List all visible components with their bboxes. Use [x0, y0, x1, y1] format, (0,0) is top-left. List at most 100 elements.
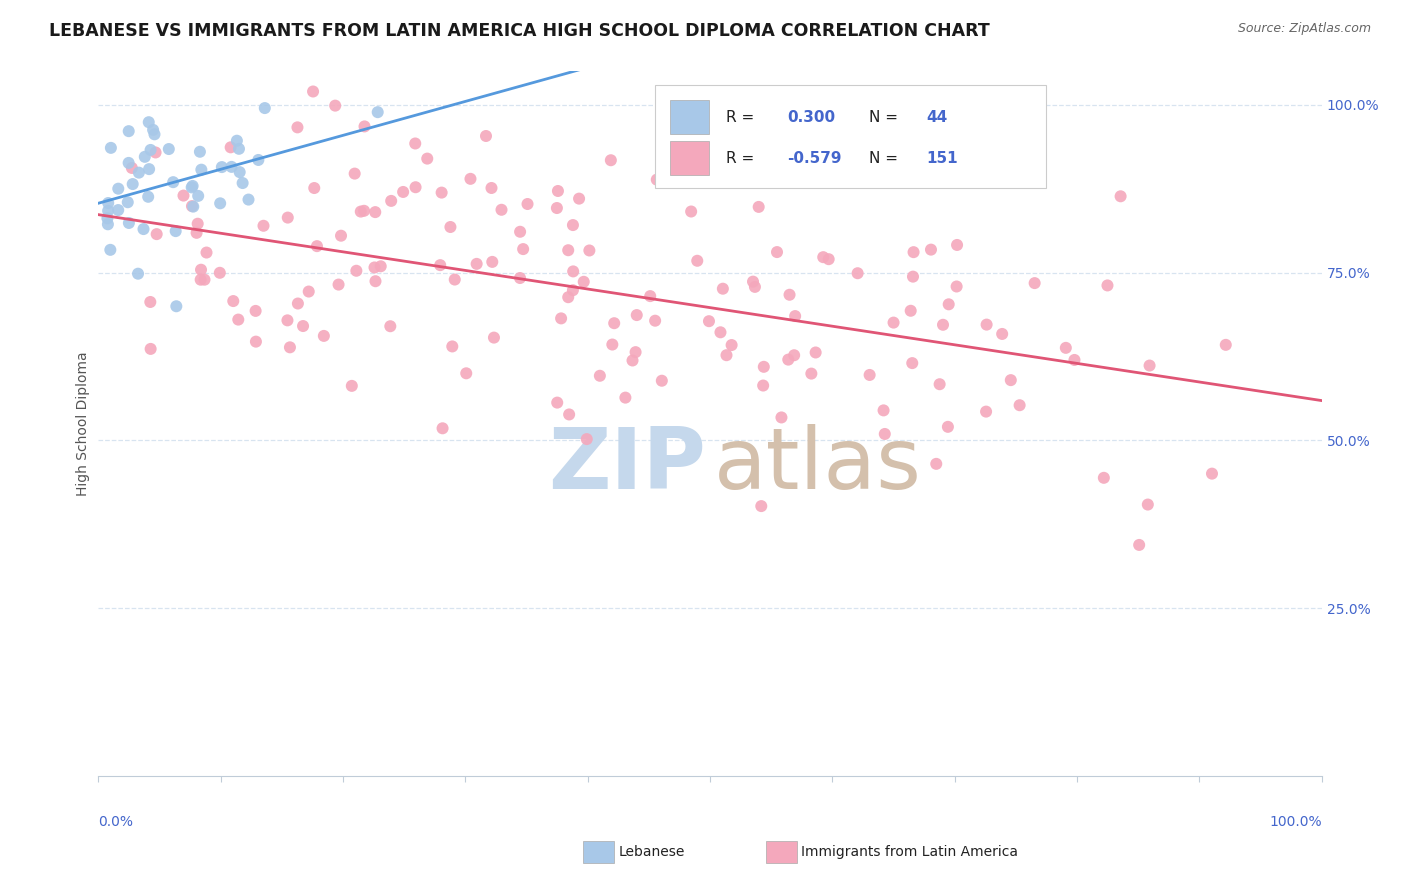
Point: [208, 266, 231, 280]
Point: [481, 181, 503, 195]
Y-axis label: High School Diploma: High School Diploma: [76, 351, 90, 496]
Point: [121, 161, 143, 175]
Text: 151: 151: [927, 151, 957, 166]
Point: [752, 359, 775, 374]
Point: [817, 252, 839, 267]
Bar: [669, 141, 709, 175]
Point: [744, 280, 766, 294]
Point: [247, 153, 270, 167]
Point: [443, 272, 465, 286]
Point: [460, 171, 482, 186]
Point: [557, 290, 579, 304]
Point: [364, 274, 387, 288]
Bar: [669, 100, 709, 134]
Point: [302, 85, 325, 99]
Point: [145, 145, 167, 160]
Point: [897, 128, 920, 143]
Point: [568, 192, 591, 206]
Point: [456, 366, 478, 380]
Point: [614, 391, 637, 405]
Point: [441, 339, 464, 353]
Point: [872, 403, 894, 417]
Text: R =: R =: [725, 110, 759, 125]
Point: [465, 257, 488, 271]
Point: [222, 294, 245, 309]
Point: [575, 432, 598, 446]
Point: [136, 190, 159, 204]
Point: [380, 194, 402, 208]
Text: LEBANESE VS IMMIGRANTS FROM LATIN AMERICA HIGH SCHOOL DIPLOMA CORRELATION CHART: LEBANESE VS IMMIGRANTS FROM LATIN AMERIC…: [49, 22, 990, 40]
Point: [312, 329, 335, 343]
Point: [193, 273, 215, 287]
Point: [974, 404, 997, 418]
Point: [644, 314, 666, 328]
Point: [557, 244, 579, 258]
Point: [599, 153, 621, 168]
Point: [277, 211, 299, 225]
Point: [165, 299, 187, 313]
Text: 0.0%: 0.0%: [98, 814, 134, 829]
Point: [363, 260, 385, 275]
Point: [901, 356, 924, 370]
Point: [209, 196, 232, 211]
Point: [1128, 538, 1150, 552]
Text: R =: R =: [725, 151, 759, 166]
Point: [343, 167, 366, 181]
Text: 0.300: 0.300: [787, 110, 835, 125]
Point: [778, 352, 800, 367]
Text: Source: ZipAtlas.com: Source: ZipAtlas.com: [1237, 22, 1371, 36]
Point: [181, 199, 204, 213]
Point: [142, 123, 165, 137]
Text: Immigrants from Latin America: Immigrants from Latin America: [801, 845, 1018, 859]
Point: [711, 282, 734, 296]
Point: [228, 142, 250, 156]
Point: [938, 297, 960, 311]
Point: [589, 368, 612, 383]
Point: [405, 180, 427, 194]
Point: [404, 136, 426, 151]
Point: [976, 318, 998, 332]
Point: [226, 312, 249, 326]
Point: [561, 283, 583, 297]
Point: [1097, 278, 1119, 293]
Point: [900, 303, 922, 318]
Text: atlas: atlas: [714, 425, 922, 508]
Point: [228, 165, 250, 179]
Text: -0.579: -0.579: [787, 151, 842, 166]
Point: [748, 200, 770, 214]
Point: [97, 203, 120, 218]
Point: [770, 410, 793, 425]
Point: [245, 334, 267, 349]
Point: [162, 175, 184, 189]
Point: [364, 205, 387, 219]
Point: [97, 196, 120, 211]
Point: [945, 279, 967, 293]
Point: [752, 378, 775, 392]
Point: [785, 309, 807, 323]
Point: [328, 277, 350, 292]
Point: [187, 189, 209, 203]
Point: [932, 318, 955, 332]
Point: [716, 348, 738, 362]
Point: [145, 227, 167, 241]
Point: [546, 201, 568, 215]
Point: [380, 319, 402, 334]
Point: [432, 421, 454, 435]
Point: [416, 152, 439, 166]
Point: [276, 313, 298, 327]
Point: [638, 289, 661, 303]
Point: [1092, 471, 1115, 485]
Point: [813, 250, 835, 264]
Point: [118, 156, 141, 170]
Point: [859, 368, 882, 382]
Point: [96, 211, 118, 226]
Point: [245, 304, 267, 318]
Point: [547, 184, 569, 198]
Point: [221, 160, 243, 174]
Point: [238, 193, 260, 207]
Text: N =: N =: [869, 151, 903, 166]
Point: [353, 203, 375, 218]
Point: [97, 217, 120, 231]
Point: [173, 188, 195, 202]
Point: [709, 326, 731, 340]
